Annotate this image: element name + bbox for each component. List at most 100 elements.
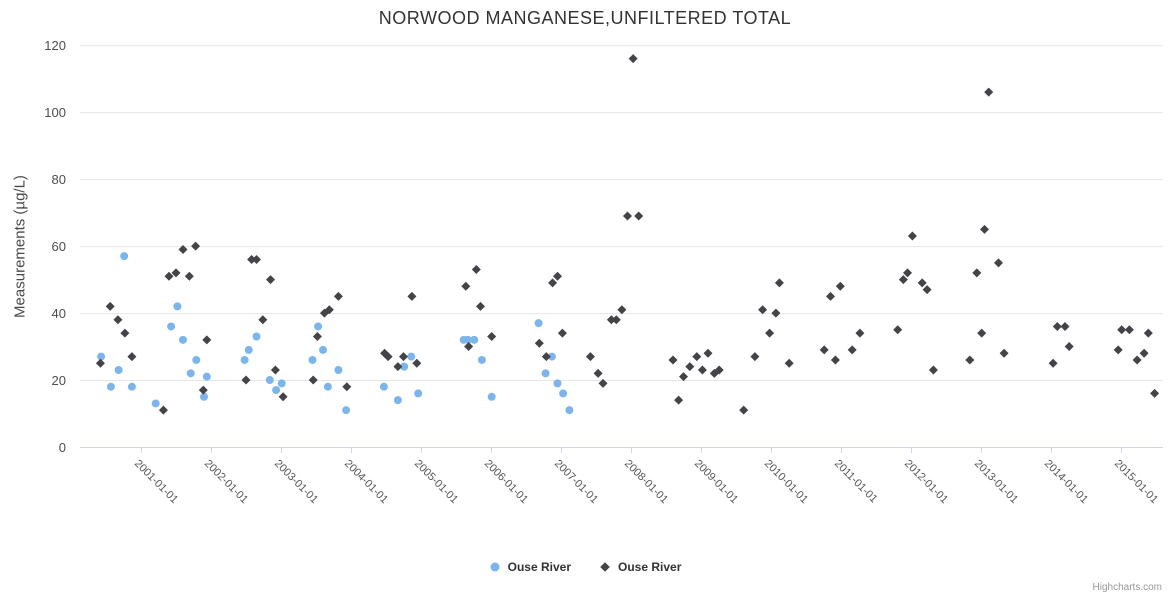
data-point-diamond[interactable]: [1150, 388, 1160, 398]
data-point-circle[interactable]: [240, 355, 249, 364]
data-point-diamond[interactable]: [593, 368, 603, 378]
data-point-diamond[interactable]: [750, 352, 760, 362]
legend-item-ouse-river-diamond[interactable]: Ouse River: [599, 560, 681, 574]
data-point-diamond[interactable]: [984, 87, 994, 97]
data-point-diamond[interactable]: [847, 345, 857, 355]
data-point-diamond[interactable]: [703, 348, 713, 358]
data-point-diamond[interactable]: [898, 275, 908, 285]
data-point-circle[interactable]: [127, 382, 136, 391]
data-point-circle[interactable]: [541, 369, 550, 378]
data-point-diamond[interactable]: [999, 348, 1009, 358]
data-point-diamond[interactable]: [1113, 345, 1123, 355]
legend-item-ouse-river-circle[interactable]: Ouse River: [489, 560, 571, 574]
data-point-diamond[interactable]: [541, 352, 551, 362]
data-point-diamond[interactable]: [487, 332, 497, 342]
data-point-circle[interactable]: [319, 345, 327, 354]
data-point-diamond[interactable]: [127, 352, 137, 362]
data-point-diamond[interactable]: [697, 365, 707, 375]
data-point-diamond[interactable]: [758, 305, 768, 315]
data-point-diamond[interactable]: [893, 325, 903, 335]
data-point-diamond[interactable]: [965, 355, 975, 365]
data-point-diamond[interactable]: [917, 278, 927, 288]
data-point-diamond[interactable]: [266, 275, 275, 285]
data-point-circle[interactable]: [252, 332, 261, 341]
data-point-diamond[interactable]: [553, 271, 562, 281]
data-point-circle[interactable]: [114, 365, 123, 374]
data-point-diamond[interactable]: [1139, 348, 1149, 358]
data-point-diamond[interactable]: [679, 372, 688, 382]
data-point-diamond[interactable]: [980, 224, 989, 234]
data-point-diamond[interactable]: [412, 358, 422, 368]
data-point-circle[interactable]: [334, 365, 343, 374]
data-point-diamond[interactable]: [333, 291, 343, 301]
data-point-diamond[interactable]: [907, 231, 917, 241]
data-point-diamond[interactable]: [685, 362, 695, 372]
data-point-diamond[interactable]: [171, 268, 181, 278]
data-point-circle[interactable]: [400, 362, 409, 371]
data-point-diamond[interactable]: [623, 211, 632, 221]
data-point-circle[interactable]: [547, 352, 556, 361]
data-point-circle[interactable]: [106, 382, 115, 391]
data-point-diamond[interactable]: [674, 395, 684, 405]
data-point-circle[interactable]: [323, 382, 332, 391]
data-point-diamond[interactable]: [270, 365, 280, 375]
data-point-circle[interactable]: [265, 376, 274, 385]
data-point-diamond[interactable]: [312, 332, 322, 342]
data-point-diamond[interactable]: [855, 328, 865, 338]
data-point-circle[interactable]: [487, 392, 496, 401]
data-point-circle[interactable]: [186, 369, 195, 378]
data-point-diamond[interactable]: [464, 342, 474, 352]
data-point-diamond[interactable]: [903, 268, 912, 278]
data-point-diamond[interactable]: [308, 375, 318, 385]
data-point-diamond[interactable]: [178, 244, 188, 254]
highcharts-credits-link[interactable]: Highcharts.com: [1092, 582, 1162, 593]
data-point-diamond[interactable]: [611, 315, 621, 325]
data-point-diamond[interactable]: [606, 315, 616, 325]
data-point-circle[interactable]: [120, 252, 129, 261]
data-point-diamond[interactable]: [324, 305, 334, 315]
data-point-diamond[interactable]: [634, 211, 644, 221]
data-point-circle[interactable]: [407, 352, 416, 361]
data-point-diamond[interactable]: [557, 328, 567, 338]
data-point-circle[interactable]: [553, 379, 562, 388]
data-point-diamond[interactable]: [830, 355, 840, 365]
data-point-diamond[interactable]: [977, 328, 987, 338]
data-point-diamond[interactable]: [922, 285, 932, 295]
data-point-circle[interactable]: [200, 392, 208, 401]
data-point-diamond[interactable]: [548, 278, 558, 288]
data-point-diamond[interactable]: [407, 291, 417, 301]
data-point-diamond[interactable]: [668, 355, 678, 365]
data-point-diamond[interactable]: [258, 315, 268, 325]
data-point-circle[interactable]: [565, 406, 574, 415]
data-point-diamond[interactable]: [383, 352, 393, 362]
data-point-diamond[interactable]: [241, 375, 251, 385]
data-point-diamond[interactable]: [278, 392, 288, 402]
data-point-circle[interactable]: [173, 302, 182, 311]
data-point-circle[interactable]: [308, 355, 317, 364]
data-point-circle[interactable]: [167, 322, 176, 331]
data-point-diamond[interactable]: [202, 335, 212, 345]
data-point-diamond[interactable]: [164, 271, 174, 281]
data-point-circle[interactable]: [393, 396, 402, 405]
data-point-diamond[interactable]: [994, 258, 1003, 268]
data-point-diamond[interactable]: [1048, 358, 1058, 368]
data-point-diamond[interactable]: [1132, 355, 1142, 365]
data-point-diamond[interactable]: [1124, 325, 1134, 335]
data-point-circle[interactable]: [97, 352, 106, 361]
data-point-circle[interactable]: [272, 386, 281, 395]
data-point-diamond[interactable]: [784, 358, 794, 368]
data-point-diamond[interactable]: [972, 268, 982, 278]
data-point-circle[interactable]: [414, 389, 423, 398]
data-point-diamond[interactable]: [476, 301, 485, 311]
data-point-diamond[interactable]: [826, 291, 835, 301]
data-point-diamond[interactable]: [692, 352, 702, 362]
data-point-diamond[interactable]: [774, 278, 784, 288]
data-point-diamond[interactable]: [191, 241, 201, 251]
data-point-diamond[interactable]: [184, 271, 194, 281]
data-point-diamond[interactable]: [628, 54, 638, 64]
data-point-diamond[interactable]: [105, 301, 115, 311]
data-point-diamond[interactable]: [198, 385, 208, 395]
data-point-diamond[interactable]: [739, 405, 749, 415]
data-point-diamond[interactable]: [120, 328, 130, 338]
data-point-diamond[interactable]: [113, 315, 123, 325]
